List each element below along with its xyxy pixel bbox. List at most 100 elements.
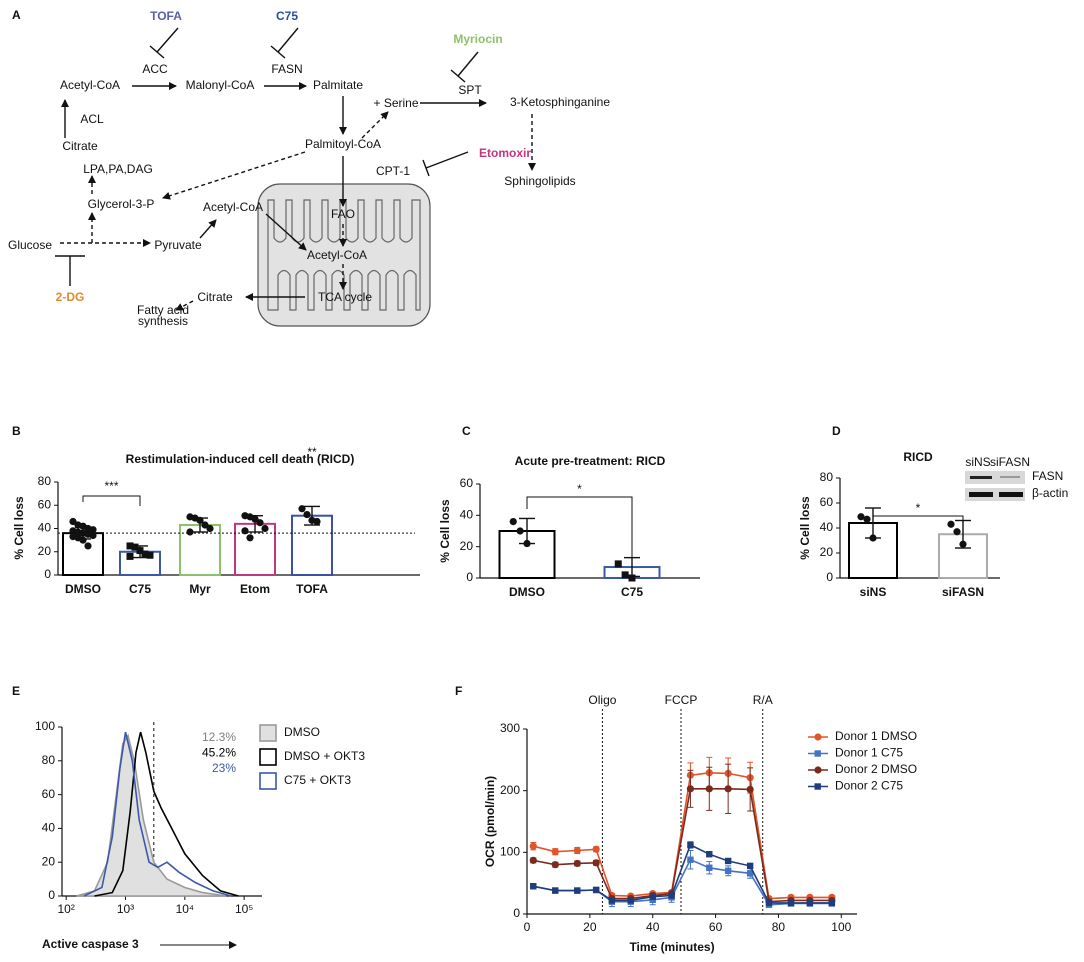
diagram-label: 3-Ketosphinganine [510, 95, 610, 109]
diagram-label: synthesis [138, 314, 188, 328]
x-tick-label: 60 [709, 920, 723, 934]
panel-label: A [12, 8, 21, 22]
diagram-label: SPT [458, 83, 482, 97]
bar [62, 532, 104, 577]
diagram-label: CPT-1 [376, 164, 410, 178]
diagram-label: TCA cycle [318, 290, 372, 304]
panel-label: C [462, 424, 471, 438]
data-point [574, 887, 581, 894]
y-tick-label: 200 [500, 783, 520, 797]
data-point [863, 515, 871, 523]
data-point [69, 517, 77, 526]
blot-band [1000, 476, 1020, 478]
legend-marker [814, 733, 822, 741]
data-point [146, 551, 154, 559]
diagram-label: Pyruvate [154, 238, 202, 252]
y-tick-label: 80 [820, 470, 834, 484]
diagram-label: 2-DG [56, 290, 85, 304]
x-axis-label: Active caspase 3 [42, 937, 139, 951]
legend-label: DMSO + OKT3 [284, 749, 365, 763]
inset-label: β-actin [1032, 486, 1068, 500]
data-point [509, 518, 517, 526]
data-point [687, 841, 694, 849]
data-point [724, 785, 732, 793]
legend-marker [814, 783, 821, 790]
mitochondrion [257, 183, 431, 327]
data-point [206, 524, 214, 533]
legend-label: DMSO [284, 725, 320, 739]
x-tick-label: DMSO [65, 582, 101, 596]
y-tick-label: 40 [38, 521, 52, 535]
data-point [126, 552, 134, 560]
legend-marker [814, 750, 821, 757]
legend-label: Donor 1 DMSO [835, 729, 917, 743]
data-point [687, 856, 694, 863]
y-tick-label: 0 [826, 570, 833, 584]
data-point [649, 893, 656, 900]
y-axis-label: OCR (pmol/min) [483, 776, 497, 867]
y-axis-label: % Cell loss [12, 496, 26, 560]
diagram-label: Citrate [197, 290, 233, 304]
x-axis-label: Time (minutes) [629, 940, 714, 954]
legend-marker [814, 766, 822, 774]
y-tick-label: 100 [35, 719, 55, 733]
diagram-label: FASN [271, 62, 302, 76]
series-line [533, 788, 832, 903]
x-tick-label: 80 [772, 920, 786, 934]
panel-label: E [12, 684, 20, 698]
series-line [94, 731, 239, 897]
data-point [621, 571, 629, 579]
data-point [201, 521, 209, 529]
y-tick-label: 60 [42, 787, 56, 801]
chart-title: RICD [903, 450, 933, 464]
significance-bracket [526, 496, 633, 559]
blot-band [999, 492, 1023, 497]
y-axis-label: % Cell loss [438, 499, 452, 563]
y-tick-label: 100 [500, 845, 520, 859]
series-line [533, 771, 832, 900]
data-point [857, 513, 865, 521]
diagram-label: Glucose [8, 238, 52, 252]
x-tick-label: TOFA [296, 582, 328, 596]
data-point [806, 899, 814, 907]
panel-label: D [832, 424, 841, 438]
diagram-label: C75 [276, 9, 298, 23]
data-point [89, 531, 97, 540]
y-tick-label: 60 [460, 476, 474, 490]
event-label: Oligo [588, 693, 616, 707]
y-tick-label: 40 [42, 821, 56, 835]
diagram-label: Myriocin [453, 32, 502, 46]
y-tick-label: 80 [42, 753, 56, 767]
data-point [706, 850, 713, 858]
data-point [746, 862, 754, 870]
data-point [523, 539, 531, 548]
x-tick-label: Myr [189, 582, 211, 596]
data-point [298, 505, 306, 513]
data-point [573, 846, 581, 855]
data-point [131, 543, 139, 551]
x-tick-label: siFASN [942, 585, 984, 599]
legend-swatch [259, 772, 277, 790]
data-point [953, 528, 961, 536]
diagram-label: Etomoxir [479, 146, 531, 160]
diagram-label: LPA,PA,DAG [83, 162, 153, 176]
data-point [592, 845, 600, 853]
data-point [313, 517, 321, 526]
blot-inset [965, 471, 1025, 501]
data-point [869, 534, 877, 542]
legend-label: Donor 1 C75 [835, 746, 903, 760]
diagram-label: + Serine [373, 96, 418, 110]
x-tick-label: 10⁵ [235, 902, 253, 916]
data-point [186, 528, 194, 536]
legend-swatch [259, 748, 277, 766]
y-tick-label: 40 [820, 520, 834, 534]
data-point [136, 547, 144, 555]
chart-title: Acute pre-treatment: RICD [515, 454, 666, 468]
data-point [552, 887, 559, 894]
y-tick-label: 20 [42, 854, 56, 868]
percent-label: 45.2% [202, 746, 236, 760]
x-tick-label: 20 [583, 920, 597, 934]
data-point [196, 516, 204, 524]
inset-label: siNS [965, 455, 990, 469]
inset-label: siFASN [990, 455, 1030, 469]
